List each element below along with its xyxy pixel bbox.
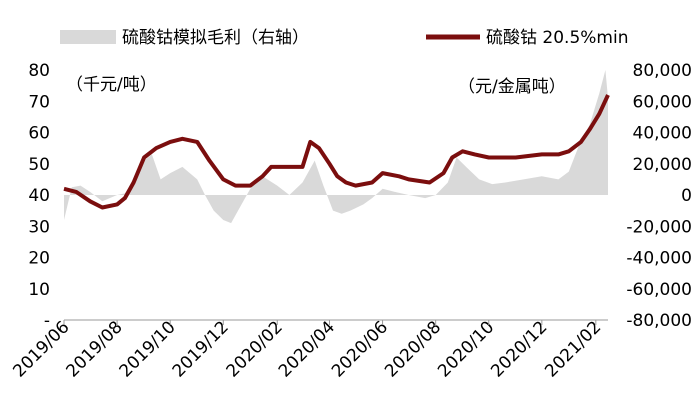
left-tick-label: - (44, 311, 50, 331)
x-tick-label: 2019/12 (169, 317, 233, 381)
right-tick-label: 20,000 (633, 155, 692, 175)
left-axis-unit: （千元/吨） (66, 75, 157, 95)
left-tick-label: 30 (28, 217, 50, 237)
right-tick-label: 80,000 (633, 61, 692, 81)
x-tick-label: 2019/10 (116, 317, 180, 381)
right-tick-label: -40,000 (626, 249, 692, 269)
x-tick-label: 2019/06 (9, 317, 73, 381)
right-tick-label: -20,000 (626, 217, 692, 237)
right-tick-label: 40,000 (633, 124, 692, 144)
legend-swatch-margin (60, 30, 116, 44)
left-tick-label: 50 (28, 155, 50, 175)
x-axis-tick-marks (63, 320, 597, 325)
left-axis-ticks: - 10 20 30 40 50 60 70 80 (28, 61, 50, 331)
right-tick-label: -60,000 (626, 280, 692, 300)
x-tick-label: 2020/06 (328, 317, 392, 381)
legend-label-margin: 硫酸钴模拟毛利（右轴） (122, 28, 309, 48)
legend-label-price: 硫酸钴 20.5%min (486, 28, 628, 48)
x-tick-label: 2021/02 (541, 317, 605, 381)
left-tick-label: 40 (28, 186, 50, 206)
right-axis-ticks: -80,000 -60,000 -40,000 -20,000 0 20,000 40,00… (626, 61, 692, 331)
series-price-line (63, 94, 610, 210)
x-tick-label: 2020/10 (434, 317, 498, 381)
right-tick-label: 0 (681, 186, 692, 206)
right-tick-label: -80,000 (626, 311, 692, 331)
series-margin-area (64, 70, 608, 224)
left-tick-label: 80 (28, 61, 50, 81)
legend: 硫酸钴模拟毛利（右轴） 硫酸钴 20.5%min (60, 28, 628, 48)
x-axis-ticks: 2019/062019/082019/102019/122020/022020/… (9, 317, 605, 381)
left-tick-label: 10 (28, 280, 50, 300)
x-tick-label: 2020/02 (223, 317, 287, 381)
right-tick-label: 60,000 (633, 92, 692, 112)
x-tick-label: 2020/04 (275, 317, 339, 381)
x-tick-label: 2020/12 (487, 317, 551, 381)
left-tick-label: 60 (28, 124, 50, 144)
x-tick-label: 2019/08 (63, 317, 127, 381)
left-tick-label: 70 (28, 92, 50, 112)
left-tick-label: 20 (28, 249, 50, 269)
right-axis-unit: （元/金属吨） (458, 77, 566, 97)
x-tick-label: 2020/08 (381, 317, 445, 381)
